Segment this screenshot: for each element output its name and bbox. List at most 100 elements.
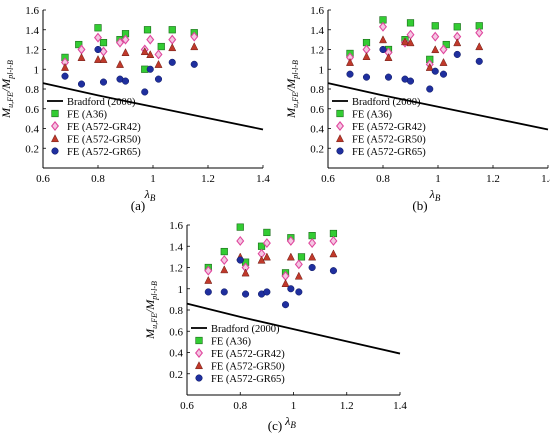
bradford-curve [186,302,401,355]
legend-swatch-circle [51,147,59,155]
data-point-diamond [121,34,130,45]
y-tick-label: 1 [178,284,184,296]
data-point-square [263,228,271,237]
legend-swatch-triangle [335,134,345,143]
chart-panel-1: 0.2 0.4 0.6 0.8 1 1.2 1.4 1.6 0.6 0.8 1 1.2 1.4 λB Mu,… [0,5,270,213]
data-point-triangle [345,57,355,66]
data-point-square [308,232,316,240]
legend-label: FE (A572-GR42) [352,122,426,133]
bradford-curve [42,82,264,131]
y-tick-label: 1.4 [169,241,183,253]
y-tick-label: 0.6 [25,104,39,116]
y-tick-label: 0.4 [25,124,39,136]
data-point-circle [406,77,415,85]
data-point-circle [453,50,461,58]
legend-label: FE (A572-GR65) [352,147,426,158]
data-point-triangle [400,37,410,46]
panel-label: (a) [131,198,145,213]
data-point-triangle [77,53,86,61]
data-point-triangle [60,62,70,71]
data-point-circle [77,80,86,88]
data-point-diamond [154,49,163,60]
chart-panel-2: 0.2 0.4 0.6 0.8 1 1.2 1.4 1.6 0.6 0.8 1 1.2 1.4 λB Mu,… [284,5,550,213]
legend-swatch-triangle [194,361,204,370]
legend-swatch-circle [195,374,203,382]
data-point-circle [384,73,393,81]
data-point-triangle [329,249,338,258]
data-point-circle [141,88,149,96]
data-point-diamond [262,238,271,249]
data-point-triangle [308,252,317,261]
data-point-square [168,26,176,34]
data-point-triangle [294,271,303,280]
data-point-circle [190,60,198,68]
legend-label: Bradford (2000) [211,324,280,335]
x-tick-label: 0.8 [91,173,105,185]
x-tick-label: 0.6 [36,173,50,185]
data-point-diamond [190,31,199,42]
x-tick-label: 0.8 [376,173,390,185]
data-point-triangle [204,275,213,284]
data-point-diamond [294,259,303,270]
data-point-triangle [220,265,229,274]
y-tick-label: 1.6 [25,5,39,17]
data-point-circle [431,67,439,75]
x-tick-label: 0.6 [321,173,335,185]
legend-label: FE (A36) [352,110,392,121]
data-point-circle [146,65,154,73]
data-point-circle [287,285,295,293]
x-tick-label: 1.4 [393,400,407,412]
legend-label: FE (A36) [211,337,251,348]
data-point-triangle [439,57,448,66]
x-axis-label: λB [429,187,441,203]
data-point-diamond [378,21,388,32]
data-point-square [143,26,152,34]
data-point-diamond [308,238,317,249]
data-point-triangle [99,55,108,63]
y-tick-label: 0.4 [169,348,183,360]
data-point-triangle [406,38,415,47]
data-point-circle [204,288,212,296]
y-axis-label: Mu,FE/Mpl-l-B [143,281,159,340]
x-tick-label: 0.6 [180,400,194,412]
data-point-diamond [439,44,448,55]
data-point-square [99,38,108,47]
legend-label: FE (A572-GR50) [352,135,426,146]
data-point-triangle [431,45,440,54]
x-tick-label: 1.4 [256,173,270,185]
data-point-triangle [384,53,393,61]
data-point-square [297,253,306,261]
y-tick-label: 1.2 [25,45,39,57]
data-point-square [442,40,450,49]
data-point-square [220,247,228,256]
x-tick-label: 1.2 [340,400,354,412]
bradford-curve [327,82,549,131]
data-point-triangle [475,42,484,51]
data-point-triangle [168,43,177,52]
y-tick-label: 1.6 [310,5,324,17]
legend-label: Bradford (2000) [67,97,136,108]
data-point-square [236,223,244,231]
data-point-triangle [425,62,434,71]
data-point-triangle [140,47,149,56]
x-tick-label: 1.2 [486,173,500,185]
x-tick-label: 1 [150,173,156,185]
y-tick-label: 1 [319,64,325,76]
y-axis-label: Mu,FE/Mpl-l-B [0,60,15,119]
x-axis-label: λB [284,414,296,430]
legend-swatch-triangle [50,134,60,143]
data-point-triangle [146,50,155,58]
data-point-circle [61,72,69,80]
data-point-circle [220,288,228,296]
data-point-diamond [93,32,103,43]
legend-label: FE (A572-GR50) [67,135,141,146]
y-tick-label: 1.4 [25,25,39,37]
data-point-circle [121,77,130,85]
legend-label: FE (A572-GR42) [67,122,141,133]
data-point-circle [379,45,387,54]
data-point-circle [426,85,434,93]
legend-label: FE (A36) [67,110,107,121]
y-tick-label: 1.2 [169,263,183,275]
data-point-diamond [329,235,338,246]
